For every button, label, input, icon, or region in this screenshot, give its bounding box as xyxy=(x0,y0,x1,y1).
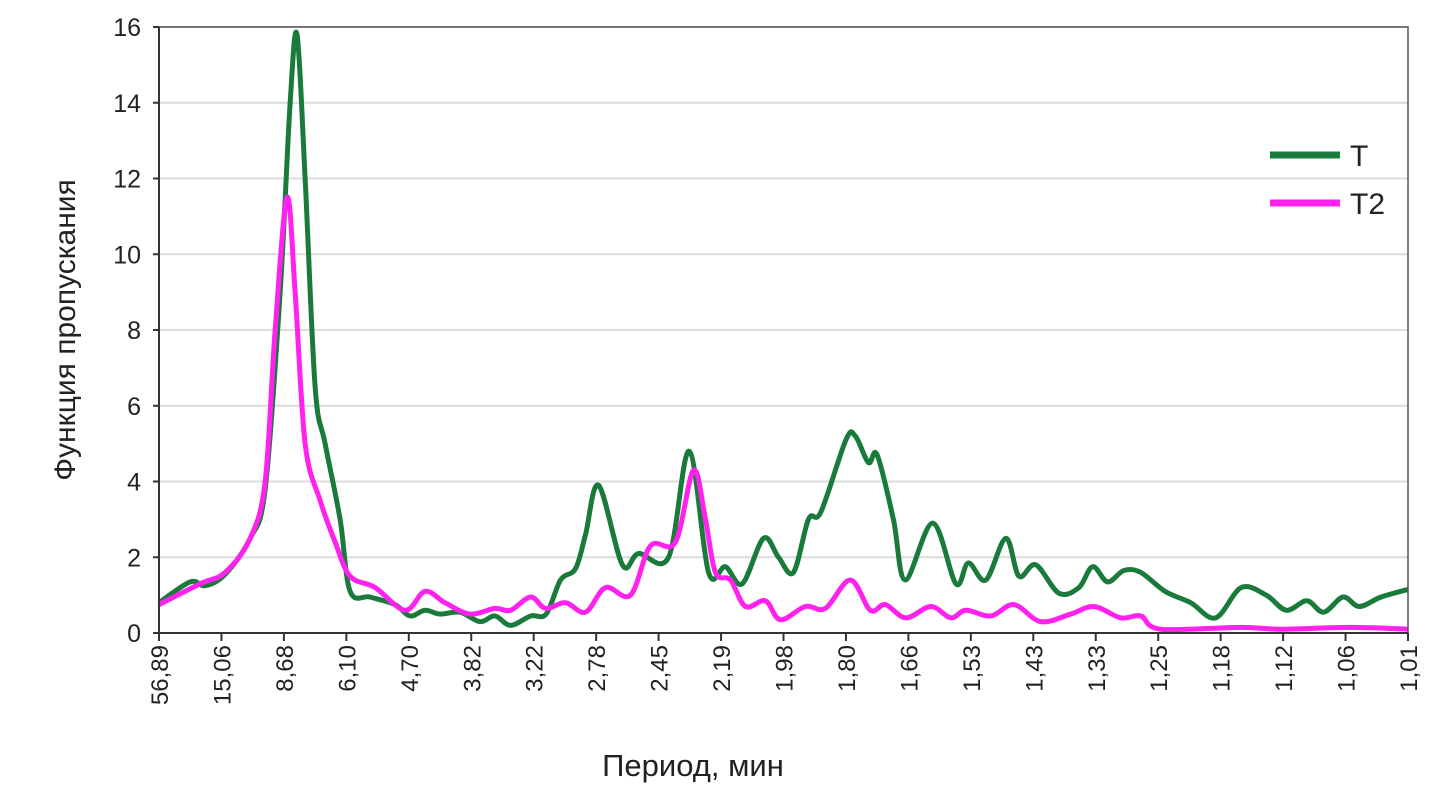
x-tick-label: 2,45 xyxy=(647,645,674,692)
x-tick-label: 1,33 xyxy=(1084,645,1111,692)
y-tick-label: 10 xyxy=(113,241,141,269)
x-tick-label: 1,25 xyxy=(1146,645,1173,692)
x-tick-label: 4,70 xyxy=(397,645,424,692)
series-line-t2 xyxy=(157,194,1409,633)
y-axis-title: Функция пропускания xyxy=(49,179,82,481)
x-tick-label: 1,12 xyxy=(1271,645,1298,692)
x-tick-label: 1,98 xyxy=(772,645,799,692)
x-tick-label: 1,66 xyxy=(896,645,923,692)
x-tick-label: 2,19 xyxy=(709,645,736,692)
y-tick-labels: 0 2 4 6 8 10 12 14 16 xyxy=(113,14,159,648)
y-tick-label: 0 xyxy=(127,620,141,648)
y-tick-label: 12 xyxy=(113,166,141,194)
legend: T T2 xyxy=(1270,140,1385,221)
series-lines xyxy=(157,29,1409,633)
y-tick-label: 2 xyxy=(127,544,141,572)
x-tick-label: 1,80 xyxy=(834,645,861,692)
legend-label-t: T xyxy=(1350,140,1368,173)
x-tick-labels: 56,89 15,06 8,68 6,10 4,70 3,82 3,22 2,78 2,45 2,… xyxy=(147,633,1423,705)
series-line-t xyxy=(157,29,1409,628)
x-tick-label: 6,10 xyxy=(334,645,361,692)
x-tick-label: 1,18 xyxy=(1209,645,1236,692)
x-tick-label: 3,22 xyxy=(522,645,549,692)
y-tick-label: 4 xyxy=(127,469,141,497)
y-tick-label: 14 xyxy=(113,90,141,118)
x-tick-label: 1,43 xyxy=(1021,645,1048,692)
y-tick-label: 6 xyxy=(127,393,141,421)
gridlines xyxy=(159,26,1408,559)
x-axis-title: Период, мин xyxy=(602,748,784,783)
x-tick-label: 1,06 xyxy=(1334,645,1361,692)
y-tick-label: 16 xyxy=(113,14,141,42)
x-tick-label: 56,89 xyxy=(147,645,174,705)
x-tick-label: 1,53 xyxy=(959,645,986,692)
x-tick-label: 2,78 xyxy=(584,645,611,692)
x-tick-label: 3,82 xyxy=(459,645,486,692)
x-tick-label: 1,01 xyxy=(1396,645,1423,692)
x-tick-label: 8,68 xyxy=(272,645,299,692)
y-tick-label: 8 xyxy=(127,317,141,345)
legend-label-t2: T2 xyxy=(1350,188,1385,221)
x-tick-label: 15,06 xyxy=(209,645,236,705)
